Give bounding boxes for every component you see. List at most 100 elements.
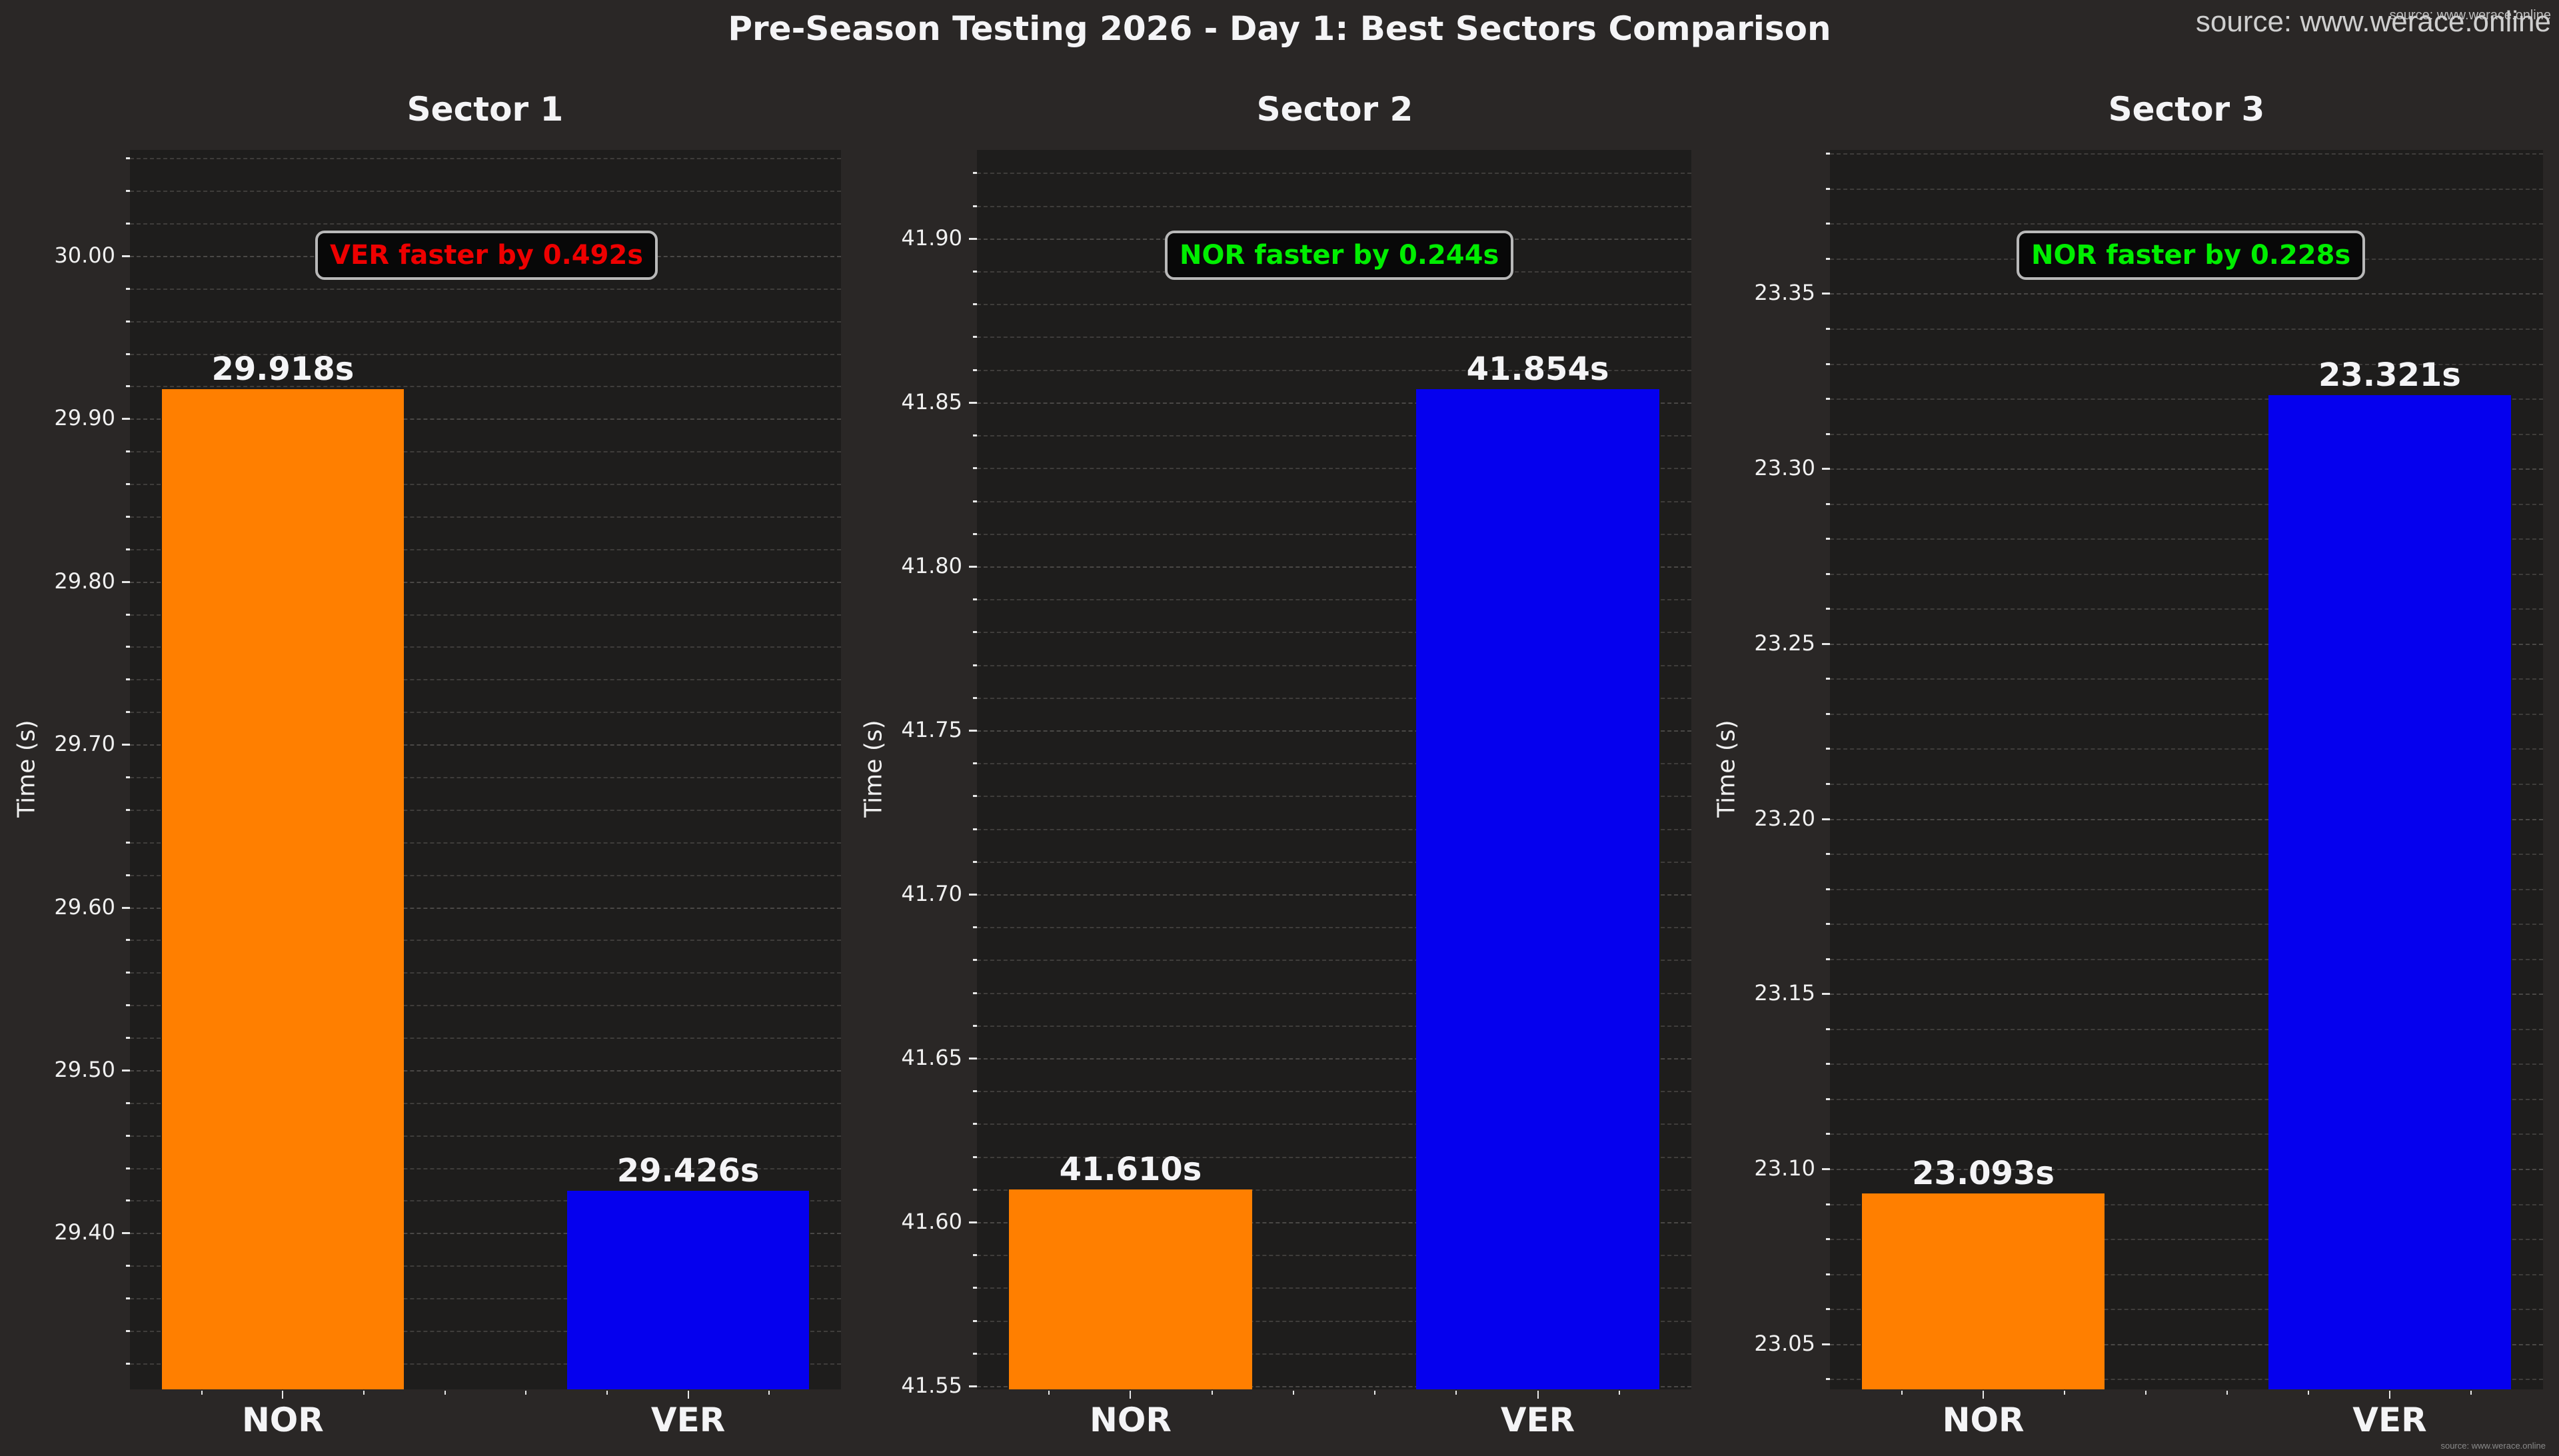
- x-tick-mark: [2064, 1391, 2066, 1395]
- y-tick-mark: [126, 353, 130, 355]
- y-tick-label: 29.60: [54, 894, 115, 920]
- y-tick-mark: [126, 450, 130, 453]
- y-tick-mark: [973, 205, 977, 207]
- y-tick-mark: [1826, 888, 1830, 890]
- y-tick-mark: [973, 1254, 977, 1257]
- y-tick-label: 41.70: [901, 880, 962, 906]
- y-tick-mark: [122, 255, 130, 257]
- major-gridline: [130, 418, 841, 420]
- major-gridline: [1830, 1168, 2543, 1170]
- minor-gridline: [1830, 784, 2543, 786]
- y-tick-label: 41.65: [901, 1045, 962, 1071]
- minor-gridline: [977, 1287, 1691, 1289]
- minor-gridline: [977, 1189, 1691, 1191]
- minor-gridline: [977, 1353, 1691, 1355]
- y-tick-mark: [126, 939, 130, 942]
- y-tick-mark: [969, 729, 977, 732]
- minor-gridline: [130, 386, 841, 388]
- y-tick-label: 29.50: [54, 1056, 115, 1082]
- y-tick-mark: [126, 1362, 130, 1365]
- major-gridline: [977, 1386, 1691, 1388]
- minor-gridline: [130, 679, 841, 681]
- faster-delta-annotation: VER faster by 0.492s: [315, 231, 658, 280]
- y-tick-mark: [126, 1167, 130, 1169]
- y-tick-label: 41.80: [901, 552, 962, 578]
- minor-gridline: [130, 972, 841, 974]
- faster-delta-annotation: NOR faster by 0.244s: [1165, 231, 1514, 280]
- minor-gridline: [1830, 573, 2543, 575]
- y-tick-mark: [973, 368, 977, 371]
- x-tick-mark: [687, 1391, 689, 1399]
- y-tick-mark: [126, 1297, 130, 1300]
- x-tick-label: NOR: [1942, 1401, 2025, 1439]
- y-tick-mark: [969, 1221, 977, 1224]
- minor-gridline: [130, 1167, 841, 1169]
- y-tick-mark: [126, 483, 130, 486]
- minor-gridline: [130, 516, 841, 518]
- y-tick-mark: [126, 808, 130, 811]
- minor-gridline: [1830, 153, 2543, 155]
- y-tick-mark: [1822, 642, 1830, 645]
- y-tick-mark: [1826, 1063, 1830, 1066]
- x-tick-mark: [1983, 1391, 1985, 1399]
- minor-gridline: [1830, 678, 2543, 680]
- minor-gridline: [977, 796, 1691, 798]
- y-tick-mark: [973, 500, 977, 502]
- y-tick-mark: [973, 992, 977, 994]
- major-gridline: [977, 1058, 1691, 1060]
- figure-title: Pre-Season Testing 2026 - Day 1: Best Se…: [728, 9, 1831, 48]
- y-axis-title: Time (s): [13, 720, 41, 818]
- bar-ver: [2268, 394, 2511, 1389]
- major-gridline: [1830, 468, 2543, 470]
- footer-source: source: www.werace.online: [2440, 1441, 2546, 1451]
- y-tick-mark: [969, 237, 977, 240]
- minor-gridline: [977, 1091, 1691, 1093]
- y-tick-mark: [126, 190, 130, 193]
- minor-gridline: [1830, 1273, 2543, 1275]
- minor-gridline: [130, 1102, 841, 1104]
- y-tick-mark: [122, 418, 130, 420]
- y-axis-title: Time (s): [1713, 720, 1741, 818]
- y-tick-mark: [126, 1330, 130, 1332]
- y-tick-mark: [1826, 187, 1830, 190]
- x-tick-mark: [201, 1391, 203, 1395]
- x-tick-mark: [1537, 1391, 1539, 1399]
- bar-value-label: 41.854s: [1466, 351, 1609, 388]
- minor-gridline: [977, 1255, 1691, 1257]
- y-tick-mark: [973, 1155, 977, 1158]
- minor-gridline: [1830, 363, 2543, 365]
- y-tick-mark: [126, 548, 130, 550]
- y-tick-mark: [1826, 1238, 1830, 1241]
- x-tick-label: NOR: [1090, 1401, 1172, 1439]
- y-tick-mark: [973, 1188, 977, 1191]
- major-gridline: [977, 730, 1691, 732]
- minor-gridline: [130, 288, 841, 290]
- minor-gridline: [977, 1123, 1691, 1125]
- minor-gridline: [977, 861, 1691, 863]
- major-gridline: [1830, 643, 2543, 645]
- y-tick-mark: [126, 874, 130, 876]
- y-tick-mark: [973, 926, 977, 929]
- minor-gridline: [130, 1265, 841, 1267]
- y-tick-label: 23.35: [1754, 280, 1815, 306]
- y-tick-mark: [1826, 1097, 1830, 1100]
- y-tick-mark: [973, 598, 977, 601]
- y-tick-mark: [122, 906, 130, 909]
- minor-gridline: [130, 1005, 841, 1007]
- panel-title: Sector 1: [407, 90, 564, 129]
- y-tick-label: 29.80: [54, 568, 115, 594]
- minor-gridline: [130, 614, 841, 616]
- minor-gridline: [977, 369, 1691, 371]
- minor-gridline: [130, 451, 841, 453]
- y-tick-mark: [1826, 1133, 1830, 1135]
- x-tick-mark: [606, 1391, 608, 1395]
- x-tick-mark: [282, 1391, 284, 1399]
- bar-nor: [1862, 1193, 2105, 1389]
- y-tick-label: 41.85: [901, 388, 962, 414]
- y-tick-mark: [126, 613, 130, 616]
- x-tick-mark: [2226, 1391, 2228, 1395]
- minor-gridline: [130, 776, 841, 778]
- minor-gridline: [130, 548, 841, 550]
- y-tick-mark: [126, 1004, 130, 1007]
- minor-gridline: [977, 435, 1691, 437]
